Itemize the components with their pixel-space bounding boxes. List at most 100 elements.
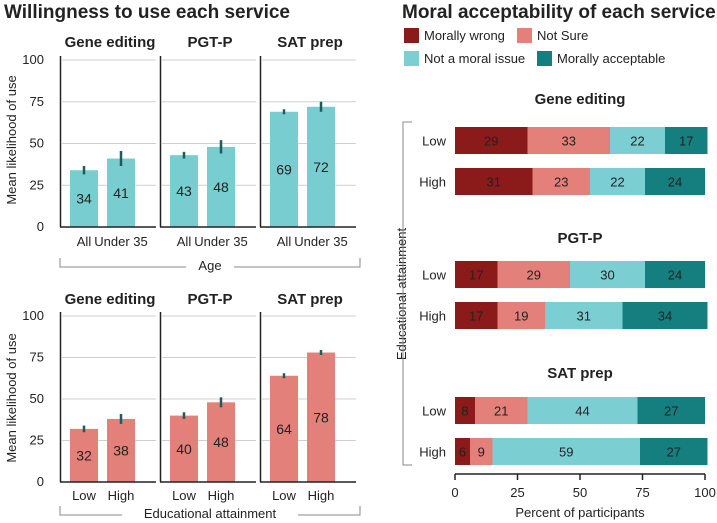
- segment-value-label: 44: [575, 404, 589, 419]
- legend-label: Not a moral issue: [424, 51, 525, 66]
- stacked-segment: [645, 168, 705, 195]
- stacked-segment: [622, 302, 708, 329]
- stacked-segment: [527, 397, 638, 424]
- top-y-tick-label: 0: [37, 219, 44, 234]
- stacked-segment: [475, 397, 528, 424]
- bottom-bar-value-label: 78: [313, 409, 329, 425]
- right-x-tick-label: 75: [635, 485, 649, 500]
- right-x-tick-label: 0: [451, 485, 458, 500]
- bottom-category-label: High: [208, 488, 235, 503]
- stacked-segment: [497, 302, 545, 329]
- right-x-axis-title: Percent of participants: [515, 505, 645, 520]
- segment-value-label: 22: [610, 175, 624, 190]
- stacked-segment: [455, 168, 533, 195]
- bottom-bar: [207, 402, 235, 482]
- right-category-label: Low: [422, 268, 446, 283]
- stacked-segment: [455, 261, 498, 288]
- top-y-tick-label: 25: [30, 177, 44, 192]
- bottom-panel-title: SAT prep: [277, 291, 343, 308]
- bottom-y-tick-label: 75: [30, 350, 44, 365]
- top-y-tick-label: 75: [30, 94, 44, 109]
- right-side-bracket: [402, 121, 412, 466]
- stacked-segment: [545, 302, 623, 329]
- segment-value-label: 24: [668, 268, 682, 283]
- segment-value-label: 23: [554, 175, 568, 190]
- top-bar: [270, 111, 298, 227]
- legend-swatch: [404, 51, 419, 66]
- top-category-label: Under 35: [294, 234, 347, 249]
- top-category-label: Under 35: [194, 234, 247, 249]
- stacked-segment: [532, 168, 590, 195]
- top-y-axis-title: Mean likelihood of use: [4, 75, 19, 204]
- stacked-segment: [645, 261, 705, 288]
- segment-value-label: 33: [562, 134, 576, 149]
- segment-value-label: 59: [559, 445, 573, 460]
- top-category-label: All: [277, 234, 292, 249]
- bottom-bar-value-label: 40: [176, 441, 192, 457]
- right-category-label: High: [419, 175, 446, 190]
- top-bar-value-label: 41: [113, 185, 129, 201]
- top-bar: [307, 106, 335, 227]
- right-x-tick-label: 25: [510, 485, 524, 500]
- bottom-y-tick-label: 0: [37, 474, 44, 489]
- bottom-group-axis-label: Educational attainment: [144, 506, 277, 521]
- top-category-label: Under 35: [94, 234, 147, 249]
- stacked-segment: [590, 168, 645, 195]
- top-y-tick-label: 50: [30, 136, 44, 151]
- right-y-axis-title: Educational attainment: [394, 227, 409, 360]
- top-bar-value-label: 69: [276, 161, 292, 177]
- stacked-segment: [492, 438, 640, 465]
- bottom-bar: [270, 375, 298, 482]
- bottom-category-label: Low: [72, 488, 96, 503]
- top-bar: [70, 170, 98, 227]
- bottom-bar-value-label: 32: [76, 447, 92, 463]
- bottom-y-tick-label: 100: [22, 308, 44, 323]
- segment-value-label: 27: [667, 445, 681, 460]
- top-bar-value-label: 43: [176, 183, 192, 199]
- segment-value-label: 29: [527, 268, 541, 283]
- segment-value-label: 21: [494, 404, 508, 419]
- segment-value-label: 27: [664, 404, 678, 419]
- charts-layer: 0 25 50 75 100 Gene editing 34 All 41 Under 35 PGT…: [22, 28, 716, 503]
- top-y-tick-label: 100: [22, 52, 44, 67]
- left-figure-title: Willingness to use each service: [4, 2, 290, 23]
- bottom-y-tick-label: 25: [30, 433, 44, 448]
- stacked-segment: [570, 261, 645, 288]
- top-bar-value-label: 72: [313, 159, 329, 175]
- bottom-y-axis-title: Mean likelihood of use: [4, 333, 19, 462]
- stacked-segment: [610, 127, 665, 154]
- top-bar: [107, 158, 135, 227]
- segment-value-label: 22: [630, 134, 644, 149]
- bottom-category-label: Low: [172, 488, 196, 503]
- top-panel-title: SAT prep: [277, 34, 343, 51]
- bottom-y-tick-label: 50: [30, 391, 44, 406]
- bottom-bar: [307, 352, 335, 482]
- segment-value-label: 30: [600, 268, 614, 283]
- legend-label: Not Sure: [537, 28, 588, 43]
- stacked-segment: [640, 438, 708, 465]
- stacked-segment: [455, 127, 528, 154]
- top-panel-title: PGT-P: [187, 34, 232, 51]
- bottom-bar-value-label: 48: [213, 434, 229, 450]
- top-group-bracket: [59, 258, 361, 268]
- stacked-segment: [665, 127, 708, 154]
- right-category-label: Low: [422, 404, 446, 419]
- segment-value-label: 19: [514, 309, 528, 324]
- stacked-segment: [455, 397, 475, 424]
- top-panel-title: Gene editing: [65, 34, 156, 51]
- top-bar: [170, 155, 198, 227]
- bottom-category-label: High: [108, 488, 135, 503]
- stacked-segment: [455, 438, 470, 465]
- right-panel-title: Gene editing: [535, 91, 626, 108]
- stacked-segment: [637, 397, 705, 424]
- legend-swatch: [517, 28, 532, 43]
- legend-swatch: [404, 28, 419, 43]
- right-panel-title: SAT prep: [547, 365, 613, 382]
- top-bar-value-label: 34: [76, 191, 92, 207]
- top-category-label: All: [77, 234, 92, 249]
- top-bar-value-label: 48: [213, 179, 229, 195]
- segment-value-label: 9: [478, 445, 485, 460]
- right-x-tick-label: 50: [573, 485, 587, 500]
- segment-value-label: 29: [484, 134, 498, 149]
